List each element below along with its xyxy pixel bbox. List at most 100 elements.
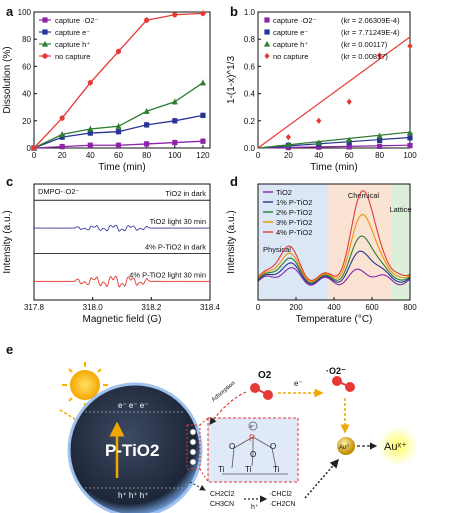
radical-ch2cn: ·CH2CN <box>269 501 295 508</box>
legend-label: capture h⁺ <box>273 40 308 49</box>
structure-ti3: Ti <box>273 465 280 474</box>
aux-glow <box>378 426 418 466</box>
data-point <box>59 131 66 137</box>
electron-label: e⁻ e⁻ e⁻ <box>118 401 148 410</box>
y-tick-label: 0.6 <box>244 62 256 71</box>
data-point <box>143 108 150 114</box>
legend-label: 3% P-TiO2 <box>276 218 312 227</box>
data-point <box>115 48 122 55</box>
region-label: Chemical <box>348 191 380 200</box>
data-point <box>407 135 413 141</box>
fit-line <box>257 131 411 149</box>
x-tick-label: 318.4 <box>200 303 221 312</box>
data-point <box>346 136 353 143</box>
data-point <box>115 123 122 129</box>
data-point <box>407 142 413 149</box>
data-point <box>200 10 206 16</box>
x-tick-label: 80 <box>142 151 151 160</box>
y-tick-label: 20 <box>22 117 31 126</box>
data-point <box>199 79 207 86</box>
plot-frame <box>33 11 211 149</box>
radical-oxidation-arrow <box>304 458 339 499</box>
x-tick-label: 60 <box>114 151 123 160</box>
fit-line <box>257 36 411 149</box>
x-tick-label: 100 <box>403 151 417 160</box>
data-point <box>115 129 122 135</box>
x-axis-label: Time (min) <box>98 162 145 173</box>
y-tick-label: 0.4 <box>244 90 256 99</box>
x-axis-label: Magnetic field (G) <box>83 314 162 325</box>
y-tick-label: 0.8 <box>244 35 256 44</box>
y-axis-label: Dissolution (%) <box>2 46 13 113</box>
panel-label-c: c <box>6 174 13 189</box>
catalyst-label: P-TiO2 <box>105 441 159 460</box>
y-tick-label: 0 <box>27 144 32 153</box>
legend-label: 4% P-TiO2 <box>276 228 312 237</box>
panel-label-d: d <box>230 174 238 189</box>
x-axis-label: Time (min) <box>310 162 357 173</box>
x-tick-label: 0 <box>256 151 261 160</box>
structure-o2: O <box>270 442 276 451</box>
structure-electron: e⁻ <box>250 424 256 430</box>
data-point <box>200 138 206 144</box>
data-point <box>144 122 150 128</box>
legend-marker <box>264 52 270 60</box>
data-point <box>59 115 65 121</box>
epr-trace <box>33 224 211 232</box>
hole-label: h⁺ h⁺ h⁺ <box>118 491 148 500</box>
y-axis-label: Intensity (a.u.) <box>226 210 237 273</box>
legend-label: capture e⁻ <box>55 28 90 37</box>
legend-rate: (kr = 0.00817) <box>341 52 388 61</box>
structure-ti2: Ti <box>245 465 252 474</box>
x-tick-label: 200 <box>289 303 303 312</box>
fit-line <box>257 144 411 149</box>
region-label: Lattice <box>389 205 411 214</box>
trace-label: TiO2 in dark <box>165 189 206 198</box>
legend-marker <box>42 29 48 35</box>
panel-label-a: a <box>6 4 14 19</box>
chart-a: 0 20 40 60 80 100 120 0 20 40 60 80 100 Time (min) Dis… <box>2 8 211 173</box>
data-point <box>87 125 94 132</box>
data-point <box>316 117 322 124</box>
data-point <box>285 134 291 141</box>
x-tick-label: 318.2 <box>141 303 162 312</box>
data-point <box>200 112 206 118</box>
legend-label: 1% P-TiO2 <box>276 198 312 207</box>
tpd-curve <box>257 235 411 284</box>
structure-ti1: Ti <box>218 465 225 474</box>
legend-label: no capture <box>55 52 90 61</box>
data-point <box>172 118 178 124</box>
region-band <box>391 184 410 300</box>
au-particle <box>337 437 355 455</box>
data-point <box>346 144 352 150</box>
y-tick-label: 80 <box>22 35 31 44</box>
data-point <box>171 98 178 105</box>
adsorption-arrow <box>209 391 247 425</box>
data-point <box>144 141 150 147</box>
legend-label: no capture <box>273 52 308 61</box>
data-point <box>59 144 65 150</box>
data-point <box>316 144 322 150</box>
aux-label: Auˣ⁺ <box>384 441 407 453</box>
scheme: e⁻ e⁻ e⁻ h⁺ h⁺ h⁺ P-TiO2 e⁻ P O O O Ti T… <box>59 362 418 513</box>
chart-c: 317.8 318.0 318.2 318.4 Magnetic field (G) In… <box>2 183 221 325</box>
data-point <box>172 12 178 18</box>
region-label: Physical <box>263 245 291 254</box>
catalyst-sphere <box>67 382 203 513</box>
legend-marker <box>264 29 270 35</box>
data-point <box>144 17 150 23</box>
tpd-curve <box>257 190 411 281</box>
y-axis-label: 1-(1-x)^1/3 <box>226 56 237 104</box>
panel-label-b: b <box>230 4 238 19</box>
e-transfer-label: e⁻ <box>294 379 303 388</box>
y-tick-label: 40 <box>22 90 31 99</box>
legend-label: 2% P-TiO2 <box>276 208 312 217</box>
x-tick-label: 600 <box>365 303 379 312</box>
annotation: DMPO-·O2⁻ <box>38 187 80 196</box>
legend-marker <box>41 40 49 47</box>
structure-o1: O <box>229 442 235 451</box>
y-tick-label: 0.0 <box>244 144 256 153</box>
